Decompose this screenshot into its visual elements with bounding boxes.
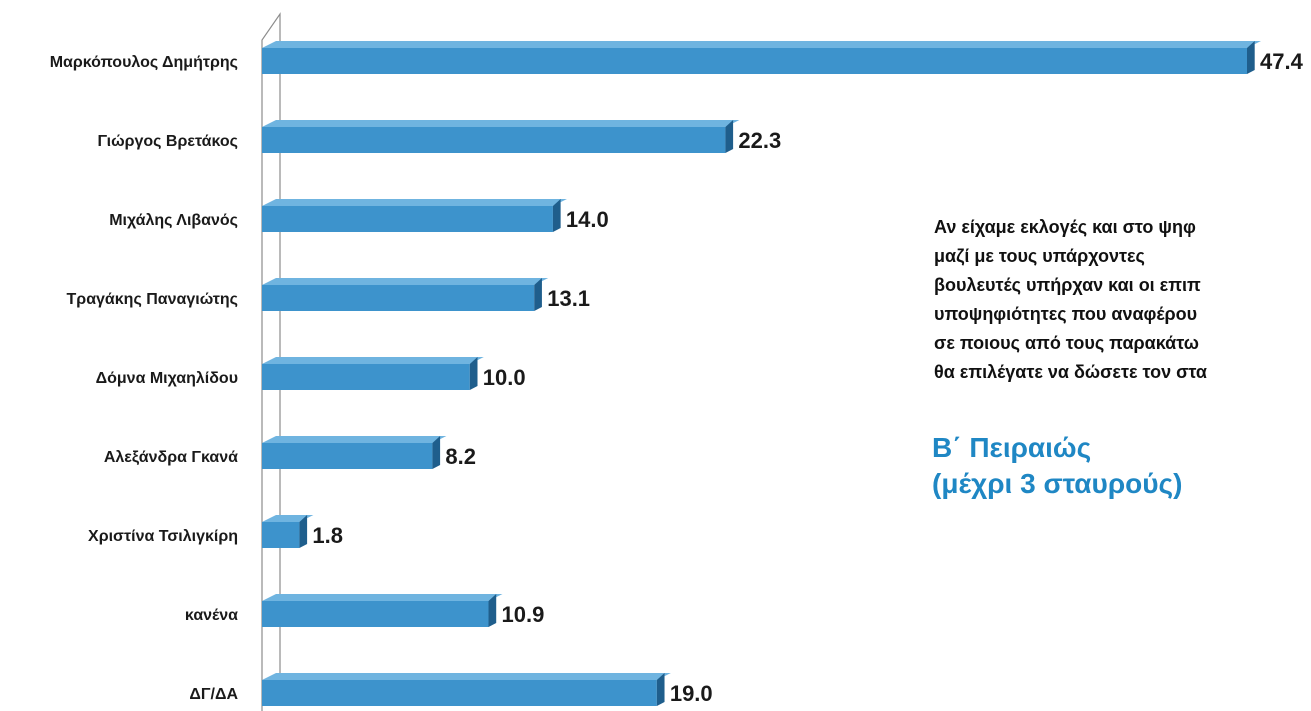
bar-top xyxy=(262,278,549,285)
value-label: 47.4 xyxy=(1260,49,1304,74)
bar-top xyxy=(262,594,503,601)
bar-side xyxy=(488,594,497,627)
bar-side xyxy=(725,120,734,153)
bar-side xyxy=(552,199,561,232)
category-label: κανένα xyxy=(185,607,238,624)
bar-side xyxy=(299,515,308,548)
value-labels: 47.4 22.3 14.0 13.1 10.0 8.2 1.8 10.9 19.0 xyxy=(312,49,1303,706)
category-label: Δόμνα Μιχαηλίδου xyxy=(96,370,238,387)
bar-top xyxy=(262,41,1261,48)
bar-top xyxy=(262,436,447,443)
bar-front xyxy=(262,364,470,390)
value-label: 1.8 xyxy=(312,523,343,548)
bar-side xyxy=(534,278,542,311)
bar xyxy=(262,594,503,627)
bar-top xyxy=(262,199,567,206)
bar xyxy=(262,436,447,469)
bar xyxy=(262,120,740,153)
category-label: Γιώργος Βρετάκος xyxy=(98,133,238,150)
region-subtitle: Β΄ Πειραιώς (μέχρι 3 σταυρούς) xyxy=(932,432,1183,499)
bar xyxy=(262,515,314,548)
bar-front xyxy=(262,285,535,311)
question-text: Αν είχαμε εκλογές και στο ψηφ μαζί με το… xyxy=(934,217,1207,382)
bar xyxy=(262,41,1261,74)
bar-front xyxy=(262,443,433,469)
bar xyxy=(262,357,484,390)
category-label: Μαρκόπουλος Δημήτρης xyxy=(50,54,238,71)
category-labels: Μαρκόπουλος Δημήτρης Γιώργος Βρετάκος Μιχά… xyxy=(50,54,239,703)
bar-side xyxy=(469,357,478,390)
bar xyxy=(262,673,671,706)
category-label: ΔΓ/ΔΑ xyxy=(189,686,238,703)
value-label: 13.1 xyxy=(547,286,590,311)
bars-group xyxy=(262,41,1261,706)
value-label: 10.9 xyxy=(502,602,545,627)
bar-top xyxy=(262,515,314,522)
value-label: 19.0 xyxy=(670,681,713,706)
bar-front xyxy=(262,680,657,706)
value-label: 14.0 xyxy=(566,207,609,232)
category-label: Μιχάλης Λιβανός xyxy=(109,212,238,229)
bar-side xyxy=(1247,41,1255,74)
bar-front xyxy=(262,601,489,627)
bar-front xyxy=(262,206,553,232)
category-label: Χριστίνα Τσιλιγκίρη xyxy=(88,528,238,545)
bar-front xyxy=(262,127,726,153)
bar-side xyxy=(432,436,441,469)
bar xyxy=(262,199,567,232)
bar-front xyxy=(262,522,300,548)
value-label: 8.2 xyxy=(445,444,476,469)
bar-front xyxy=(262,48,1247,74)
value-label: 22.3 xyxy=(738,128,781,153)
bar-top xyxy=(262,357,484,364)
value-label: 10.0 xyxy=(483,365,526,390)
bar-top xyxy=(262,120,740,127)
category-label: Αλεξάνδρα Γκανά xyxy=(104,449,238,466)
category-label: Τραγάκης Παναγιώτης xyxy=(67,291,238,308)
bar-top xyxy=(262,673,671,680)
bar-side xyxy=(656,673,665,706)
bar xyxy=(262,278,549,311)
